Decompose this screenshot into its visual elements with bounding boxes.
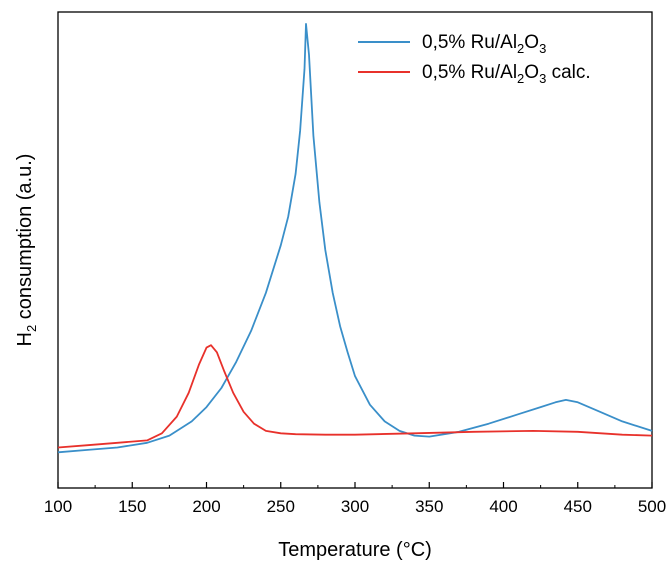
x-tick-label-100: 100 [44, 497, 72, 516]
y-axis-title: H2 consumption (a.u.) [14, 154, 39, 347]
legend-2-c: calc. [546, 62, 590, 83]
legend-label-1: 0,5% Ru/Al2O3 [422, 32, 546, 56]
y-axis-title-rest: consumption (a.u.) [14, 154, 36, 325]
y-axis-title-prefix: H [14, 332, 36, 346]
series-line-2 [57, 344, 653, 449]
x-tick-label-200: 200 [192, 497, 220, 516]
legend-1-s1: 2 [517, 41, 524, 56]
x-tick-label-250: 250 [267, 497, 295, 516]
legend-1-b: O [524, 32, 539, 53]
plot-frame [57, 11, 653, 489]
y-axis-title-sub: 2 [24, 325, 39, 332]
x-tick-label-300: 300 [341, 497, 369, 516]
series-line-1 [57, 23, 653, 454]
x-axis-title: Temperature (°C) [278, 539, 432, 561]
legend-2-s1: 2 [517, 71, 524, 86]
x-tick-label-350: 350 [415, 497, 443, 516]
x-axis-ticks: 100 150 200 250 300 350 400 450 500 [44, 482, 666, 516]
legend-2-b: O [524, 62, 539, 83]
x-tick-label-450: 450 [564, 497, 592, 516]
legend-2-a: 0,5% Ru/Al [422, 62, 517, 83]
x-tick-label-150: 150 [118, 497, 146, 516]
x-tick-label-400: 400 [489, 497, 517, 516]
legend-1-s2: 3 [539, 41, 546, 56]
legend-label-2: 0,5% Ru/Al2O3 calc. [422, 62, 591, 86]
legend-2-s2: 3 [539, 71, 546, 86]
legend-1-a: 0,5% Ru/Al [422, 32, 517, 53]
series-layer [57, 23, 653, 454]
legend: 0,5% Ru/Al2O3 0,5% Ru/Al2O3 calc. [358, 32, 591, 86]
x-tick-label-500: 500 [638, 497, 666, 516]
